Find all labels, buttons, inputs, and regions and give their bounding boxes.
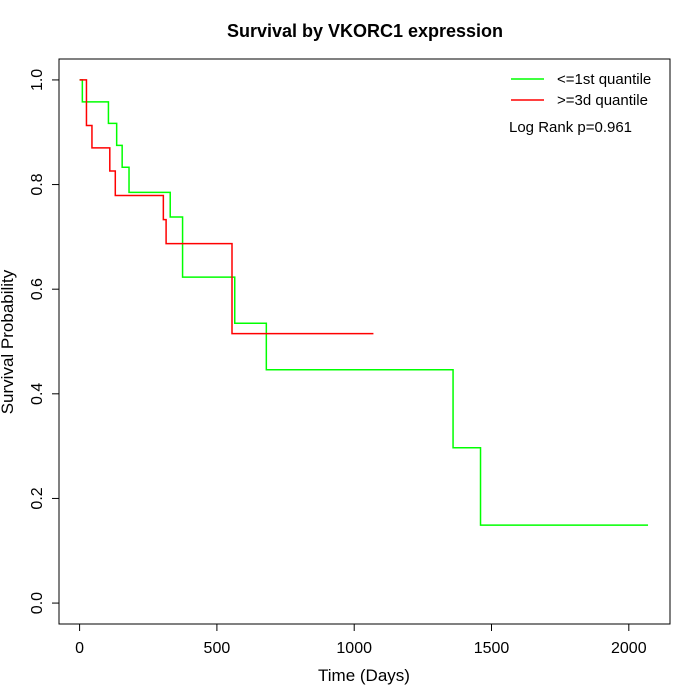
survival-curve-high-quantile xyxy=(79,79,374,335)
x-axis: 0 500 1000 1500 2000 xyxy=(75,623,647,657)
legend-label: <=1st quantile xyxy=(557,71,651,88)
x-tick-label: 500 xyxy=(204,640,231,657)
x-tick-label: 1000 xyxy=(336,640,372,657)
y-tick-label: 0.8 xyxy=(29,173,46,195)
x-tick-label: 2000 xyxy=(611,640,647,657)
legend: <=1st quantile >=3d quantile xyxy=(511,71,651,109)
y-tick-label: 0.2 xyxy=(29,487,46,509)
y-tick-label: 0.0 xyxy=(29,592,46,614)
survival-curve-low-quantile xyxy=(79,79,649,526)
legend-label: >=3d quantile xyxy=(557,92,648,109)
y-axis: 0.0 0.2 0.4 0.6 0.8 1.0 xyxy=(29,69,60,614)
plot-frame xyxy=(58,58,671,625)
y-tick-label: 0.4 xyxy=(29,383,46,405)
x-tick-label: 0 xyxy=(75,640,84,657)
y-axis-label: Survival Probability xyxy=(0,269,17,414)
y-tick-label: 0.6 xyxy=(29,278,46,300)
x-tick-label: 1500 xyxy=(474,640,510,657)
chart-title: Survival by VKORC1 expression xyxy=(227,21,503,41)
x-axis-label: Time (Days) xyxy=(318,666,410,685)
log-rank-annotation: Log Rank p=0.961 xyxy=(509,119,632,136)
y-tick-label: 1.0 xyxy=(29,69,46,91)
series-layer xyxy=(79,79,649,526)
